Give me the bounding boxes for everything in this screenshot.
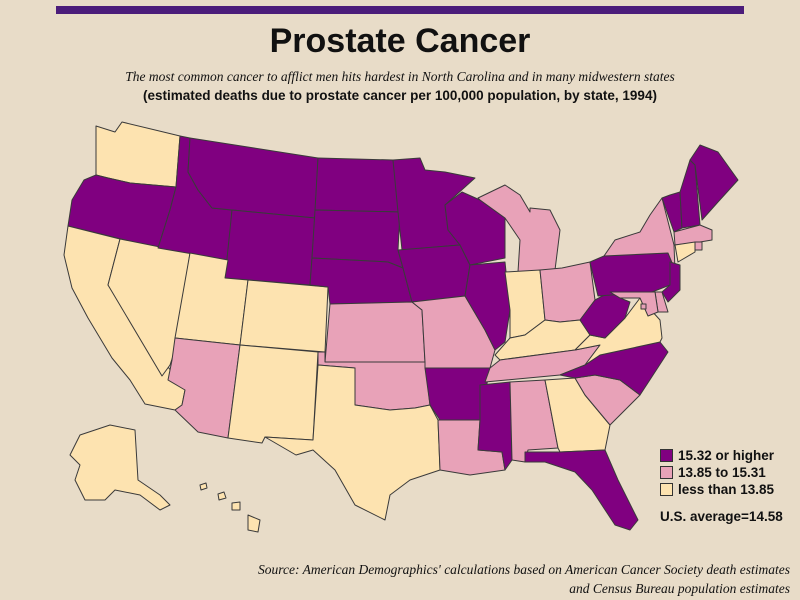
state-ME: [689, 144, 739, 221]
subtitle: The most common cancer to afflict men hi…: [125, 69, 675, 84]
state-NM: [227, 344, 319, 444]
state-IL: [464, 261, 511, 351]
source-line-1: Source: American Demographics' calculati…: [257, 562, 790, 577]
state-AK: [69, 424, 171, 511]
legend-label-mid: 13.85 to 15.31: [678, 465, 766, 480]
top-accent-bar: [56, 6, 744, 14]
legend-swatch-low: [660, 483, 673, 496]
us-average-label: U.S. average=14.58: [660, 509, 783, 524]
state-KS: [324, 301, 426, 363]
legend-item-high: 15.32 or higher: [660, 447, 774, 464]
state-PA: [589, 252, 676, 297]
state-NH: [679, 159, 701, 229]
state-RI: [694, 241, 703, 251]
state-MI: [477, 184, 561, 273]
legend-item-low: less than 13.85: [660, 481, 774, 498]
state-WY: [224, 209, 316, 286]
source-line-2: and Census Bureau population estimates: [569, 581, 790, 596]
state-CT: [674, 241, 696, 263]
legend-label-high: 15.32 or higher: [678, 448, 775, 463]
state-CO: [239, 279, 329, 353]
state-DC: [640, 303, 647, 310]
state-WA: [95, 121, 181, 188]
state-WI: [444, 191, 506, 266]
state-WV: [579, 291, 631, 339]
state-MD: [609, 291, 659, 317]
page-title: Prostate Cancer: [269, 22, 531, 60]
state-HI: [199, 482, 261, 533]
legend-label-low: less than 13.85: [678, 482, 775, 497]
legend-item-mid: 13.85 to 15.31: [660, 464, 774, 481]
state-FL: [524, 449, 639, 531]
legend-swatch-mid: [660, 466, 673, 479]
map-legend: 15.32 or higher 13.85 to 15.31 less than…: [660, 447, 774, 498]
state-ND: [314, 157, 401, 213]
subtitle-units: (estimated deaths due to prostate cancer…: [143, 88, 657, 103]
state-NJ: [661, 261, 681, 303]
state-TX: [264, 364, 441, 521]
legend-swatch-high: [660, 449, 673, 462]
source-note: Source: American Demographics' calculati…: [258, 560, 790, 598]
